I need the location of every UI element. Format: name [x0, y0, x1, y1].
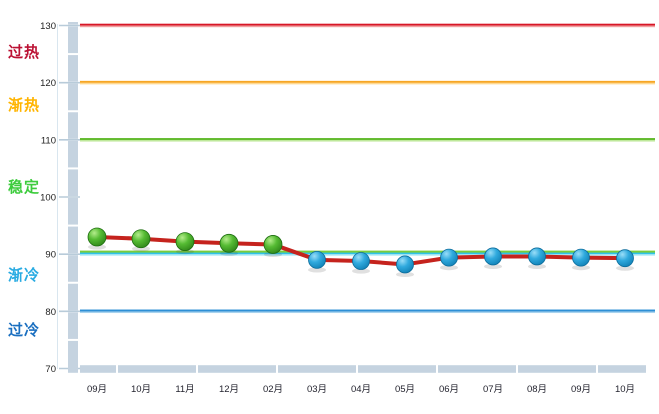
zone-label-cooling: 渐冷 — [8, 267, 41, 284]
marker-shadow — [484, 263, 502, 270]
y-axis-bar-segment — [68, 226, 78, 254]
x-axis-bar-segment — [598, 365, 646, 373]
data-point-blue[interactable] — [352, 252, 370, 270]
marker-shadow — [132, 246, 150, 252]
y-axis-bar-segment — [68, 26, 78, 54]
y-tick-label: 70 — [45, 364, 56, 375]
y-tick-label: 80 — [45, 307, 56, 318]
marker-shadow — [396, 271, 414, 278]
y-axis-bar-segment — [68, 112, 78, 139]
threshold-line — [80, 80, 655, 83]
y-axis-bar-segment — [68, 312, 78, 339]
data-point-green[interactable] — [263, 235, 283, 254]
threshold-line — [80, 252, 655, 255]
axis-layer — [57, 22, 646, 373]
marker-shadow — [176, 248, 194, 255]
y-tick-label: 110 — [41, 135, 56, 146]
data-series-layer — [87, 227, 634, 278]
threshold-line-highlight — [80, 140, 655, 142]
x-axis-bar-segment — [118, 365, 196, 373]
stable-zone-lower-line — [80, 250, 655, 253]
x-axis-label: 05月 — [395, 384, 415, 395]
y-tick-label: 90 — [45, 250, 56, 261]
data-point-blue[interactable] — [440, 248, 458, 267]
marker-shadow — [352, 268, 370, 274]
x-axis-bar-segment — [438, 365, 516, 373]
x-axis-label: 07月 — [483, 384, 503, 395]
threshold-line — [80, 309, 655, 312]
marker-shadow — [528, 263, 546, 270]
y-axis-bar-segment — [68, 198, 78, 225]
x-axis-bar-segment — [68, 365, 78, 373]
data-point-green[interactable] — [131, 229, 151, 249]
y-tick-label: 120 — [40, 78, 56, 89]
data-point-green[interactable] — [87, 227, 107, 247]
y-tick-label: 100 — [40, 193, 56, 204]
x-axis-label: 09月 — [571, 384, 591, 395]
threshold-line — [80, 138, 655, 141]
data-point-blue[interactable] — [484, 247, 502, 266]
x-axis-label: 09月 — [87, 384, 107, 395]
x-axis-label: 10月 — [131, 384, 151, 395]
x-axis-label: 11月 — [175, 384, 194, 395]
threshold-line-highlight — [80, 25, 655, 28]
marker-shadow — [616, 265, 634, 271]
x-axis-label: 06月 — [439, 384, 459, 395]
threshold-line-highlight — [80, 311, 655, 314]
x-axis-label: 12月 — [219, 384, 239, 395]
marker-shadow — [88, 244, 106, 250]
marker-shadow — [264, 251, 282, 258]
data-point-blue[interactable] — [396, 255, 414, 274]
zone-label-overheated: 过热 — [8, 44, 41, 61]
data-point-blue[interactable] — [308, 250, 326, 269]
x-axis-label: 08月 — [527, 384, 547, 395]
x-axis-bar-segment — [518, 365, 596, 373]
marker-shadow — [440, 264, 458, 271]
data-point-blue[interactable] — [572, 248, 590, 267]
y-axis-bar-segment — [68, 140, 78, 168]
marker-shadow — [308, 267, 326, 273]
y-axis-bar-segment — [68, 83, 78, 111]
y-axis-bar-segment — [68, 283, 78, 311]
marker-shadow — [220, 250, 238, 256]
zone-label-warming: 渐热 — [8, 97, 41, 114]
axis-labels-layer: 130 120 110 100 90 80 70 09月 10月 11月 12月 02月 03月 04月 0… — [40, 21, 635, 395]
x-axis-label: 02月 — [263, 384, 283, 395]
zone-threshold-lines — [80, 23, 655, 314]
threshold-line — [80, 23, 655, 26]
data-point-green[interactable] — [175, 232, 195, 251]
zone-label-overcooled: 过冷 — [8, 322, 41, 339]
x-axis-label: 04月 — [351, 384, 371, 395]
y-axis-bar-segment — [68, 169, 78, 196]
data-point-blue[interactable] — [528, 247, 546, 266]
y-axis-bar-cap — [68, 22, 78, 25]
x-axis-bar-segment — [358, 365, 436, 373]
x-axis-bar-segment — [278, 365, 356, 373]
data-point-green[interactable] — [219, 233, 239, 253]
data-point-blue[interactable] — [616, 249, 634, 268]
x-axis-label: 03月 — [307, 384, 327, 395]
y-axis-bar-segment — [68, 255, 78, 282]
x-axis-bar-segment — [198, 365, 276, 373]
zone-label-stable: 稳定 — [8, 179, 41, 196]
y-axis-bar-segment — [68, 340, 78, 368]
y-axis-bar-segment — [68, 55, 78, 82]
threshold-line-highlight — [80, 82, 655, 85]
x-axis-label: 10月 — [615, 384, 635, 395]
x-axis-bar-segment — [80, 365, 116, 373]
marker-shadow — [572, 264, 590, 271]
y-tick-label: 130 — [40, 21, 56, 32]
